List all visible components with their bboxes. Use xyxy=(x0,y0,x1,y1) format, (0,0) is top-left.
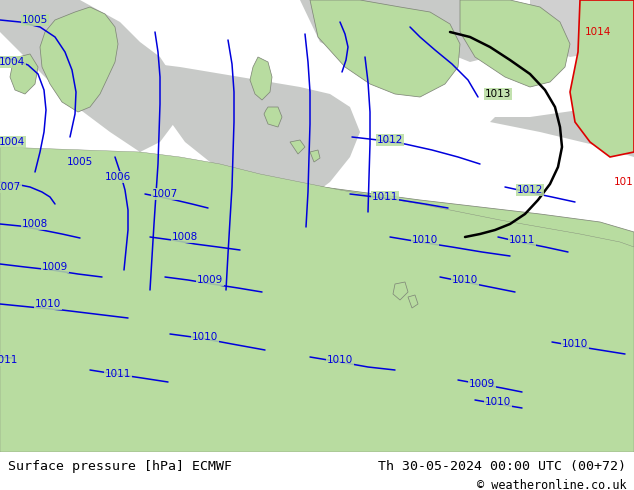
Text: 1011: 1011 xyxy=(105,369,131,379)
Text: 1010: 1010 xyxy=(327,355,353,365)
Text: 1008: 1008 xyxy=(22,219,48,229)
Text: © weatheronline.co.uk: © weatheronline.co.uk xyxy=(477,479,626,490)
Text: 1007: 1007 xyxy=(152,189,178,199)
Text: Th 30-05-2024 00:00 UTC (00+72): Th 30-05-2024 00:00 UTC (00+72) xyxy=(378,460,626,473)
Text: 1010: 1010 xyxy=(35,299,61,309)
Polygon shape xyxy=(393,282,408,300)
Polygon shape xyxy=(408,295,418,308)
Text: 1011: 1011 xyxy=(372,192,398,202)
Polygon shape xyxy=(0,147,634,452)
Polygon shape xyxy=(290,140,305,154)
Polygon shape xyxy=(264,107,282,127)
Polygon shape xyxy=(530,0,634,57)
Text: 1010: 1010 xyxy=(412,235,438,245)
Polygon shape xyxy=(0,152,634,452)
Text: 1004: 1004 xyxy=(0,137,25,147)
Text: 1011: 1011 xyxy=(509,235,535,245)
Text: 1004: 1004 xyxy=(0,57,25,67)
Polygon shape xyxy=(10,54,38,94)
Text: 1010: 1010 xyxy=(452,275,478,285)
Text: 101: 101 xyxy=(614,177,634,187)
Text: 1010: 1010 xyxy=(485,397,511,407)
Text: 1009: 1009 xyxy=(197,275,223,285)
Text: 1005: 1005 xyxy=(67,157,93,167)
Text: 1009: 1009 xyxy=(42,262,68,272)
Polygon shape xyxy=(40,7,118,112)
Text: 1010: 1010 xyxy=(562,339,588,349)
Text: 1012: 1012 xyxy=(517,185,543,195)
Polygon shape xyxy=(310,150,320,162)
Text: 1008: 1008 xyxy=(172,232,198,242)
Polygon shape xyxy=(300,0,470,67)
Text: 1012: 1012 xyxy=(377,135,403,145)
Text: 1007: 1007 xyxy=(0,182,21,192)
Text: 1013: 1013 xyxy=(485,89,511,99)
Text: Surface pressure [hPa] ECMWF: Surface pressure [hPa] ECMWF xyxy=(8,460,231,473)
Text: 1011: 1011 xyxy=(0,355,18,365)
Polygon shape xyxy=(140,62,360,200)
Polygon shape xyxy=(490,107,634,157)
Polygon shape xyxy=(0,0,180,152)
Text: 1006: 1006 xyxy=(105,172,131,182)
Polygon shape xyxy=(430,0,500,62)
Polygon shape xyxy=(460,0,570,87)
Text: 1010: 1010 xyxy=(192,332,218,342)
Text: 1009: 1009 xyxy=(469,379,495,389)
Polygon shape xyxy=(310,0,460,97)
Text: 1005: 1005 xyxy=(22,15,48,25)
Polygon shape xyxy=(570,0,634,157)
Text: 1014: 1014 xyxy=(585,27,611,37)
Polygon shape xyxy=(250,57,272,100)
